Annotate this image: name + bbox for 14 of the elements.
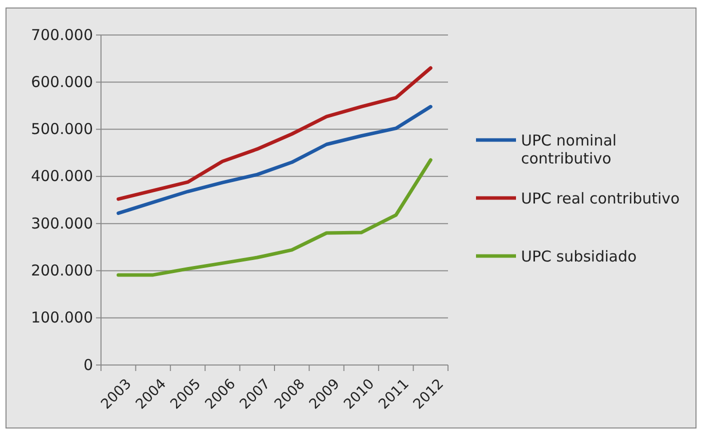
legend-label: UPC subsidiado	[521, 247, 637, 266]
line-series	[116, 104, 432, 215]
y-tick-label: 100.000	[30, 308, 93, 327]
y-tick-label: 500.000	[30, 120, 93, 138]
y-tick-label: 600.000	[30, 72, 93, 91]
y-tick-label: 200.000	[30, 262, 93, 280]
y-tick-label: 700.000	[30, 26, 93, 44]
line-series	[116, 158, 432, 277]
legend-label: UPC real contributivo	[521, 189, 680, 208]
legend-label: UPC nominal contributivo	[521, 131, 617, 168]
line-series	[116, 66, 432, 201]
y-tick-label: 300.000	[30, 214, 93, 232]
y-tick-label: 0	[83, 356, 93, 374]
y-tick-label: 400.000	[30, 167, 93, 186]
